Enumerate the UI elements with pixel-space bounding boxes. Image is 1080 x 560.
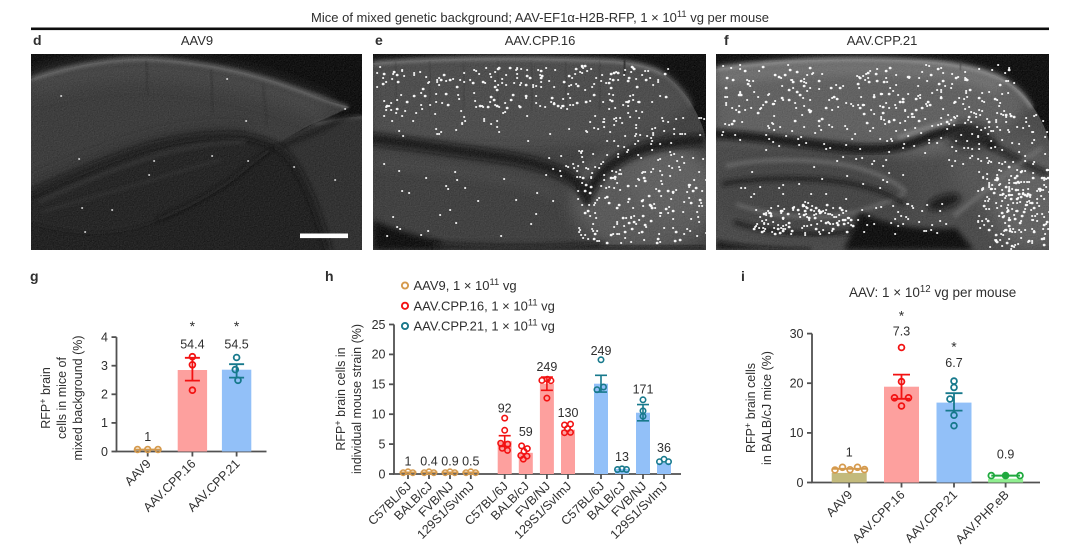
svg-text:*: *	[190, 318, 196, 334]
svg-text:f: f	[724, 32, 729, 48]
svg-text:4: 4	[101, 330, 108, 344]
svg-text:RFP+ brain cells in: RFP+ brain cells in	[333, 347, 348, 450]
svg-text:5: 5	[379, 437, 386, 451]
svg-text:i: i	[741, 268, 745, 284]
svg-text:2: 2	[101, 388, 108, 402]
svg-text:in BALB/cJ mice (%): in BALB/cJ mice (%)	[760, 351, 774, 465]
svg-text:RFP+ brain cells: RFP+ brain cells	[743, 363, 758, 453]
svg-text:10: 10	[790, 426, 804, 440]
svg-text:25: 25	[372, 318, 386, 332]
svg-text:RFP+ brain: RFP+ brain	[38, 367, 53, 429]
svg-text:0.4: 0.4	[420, 455, 437, 469]
svg-text:AAV.CPP.21, 1 × 1011 vg: AAV.CPP.21, 1 × 1011 vg	[414, 317, 555, 334]
svg-text:36: 36	[657, 441, 671, 455]
svg-text:0: 0	[797, 476, 804, 490]
svg-text:3: 3	[101, 359, 108, 373]
svg-text:AAV.CPP.16, 1 × 1011 vg: AAV.CPP.16, 1 × 1011 vg	[414, 296, 555, 313]
svg-text:d: d	[33, 32, 42, 48]
svg-text:10: 10	[372, 408, 386, 422]
svg-text:0.9: 0.9	[997, 448, 1014, 462]
svg-text:249: 249	[591, 344, 612, 358]
svg-text:AAV.CPP.16: AAV.CPP.16	[505, 33, 576, 48]
svg-text:20: 20	[790, 377, 804, 391]
svg-text:Mice of mixed genetic backgrou: Mice of mixed genetic background; AAV-EF…	[311, 8, 769, 25]
svg-text:AAV9, 1 × 1011 vg: AAV9, 1 × 1011 vg	[414, 276, 517, 293]
svg-text:0: 0	[101, 445, 108, 459]
svg-text:6.7: 6.7	[945, 356, 962, 370]
svg-text:cells in mice of: cells in mice of	[55, 356, 69, 438]
svg-text:1: 1	[405, 455, 412, 469]
svg-text:0.5: 0.5	[462, 455, 479, 469]
svg-text:AAV: 1 × 1012 vg per mouse: AAV: 1 × 1012 vg per mouse	[849, 284, 1016, 300]
svg-text:7.3: 7.3	[893, 325, 910, 339]
svg-text:30: 30	[790, 327, 804, 341]
svg-text:1: 1	[144, 430, 151, 444]
svg-text:249: 249	[536, 360, 557, 374]
svg-text:130: 130	[558, 406, 579, 420]
svg-text:54.4: 54.4	[180, 338, 204, 352]
svg-text:*: *	[951, 339, 957, 355]
svg-text:*: *	[234, 318, 240, 334]
svg-text:0.9: 0.9	[441, 455, 458, 469]
svg-text:0: 0	[379, 467, 386, 481]
svg-text:1: 1	[846, 445, 853, 459]
svg-text:20: 20	[372, 348, 386, 362]
svg-text:e: e	[375, 32, 383, 48]
svg-text:AAV.CPP.21: AAV.CPP.21	[847, 33, 918, 48]
svg-text:g: g	[30, 268, 39, 284]
svg-text:54.5: 54.5	[224, 338, 248, 352]
svg-text:15: 15	[372, 378, 386, 392]
svg-text:1: 1	[101, 416, 108, 430]
svg-text:171: 171	[633, 383, 654, 397]
svg-text:59: 59	[519, 425, 533, 439]
svg-text:h: h	[325, 268, 334, 284]
svg-text:mixed background (%): mixed background (%)	[71, 335, 85, 460]
svg-text:92: 92	[498, 401, 512, 415]
svg-text:*: *	[899, 308, 905, 324]
svg-text:AAV9: AAV9	[181, 33, 213, 48]
svg-text:individual mouse strain (%): individual mouse strain (%)	[350, 324, 364, 474]
svg-text:13: 13	[615, 450, 629, 464]
